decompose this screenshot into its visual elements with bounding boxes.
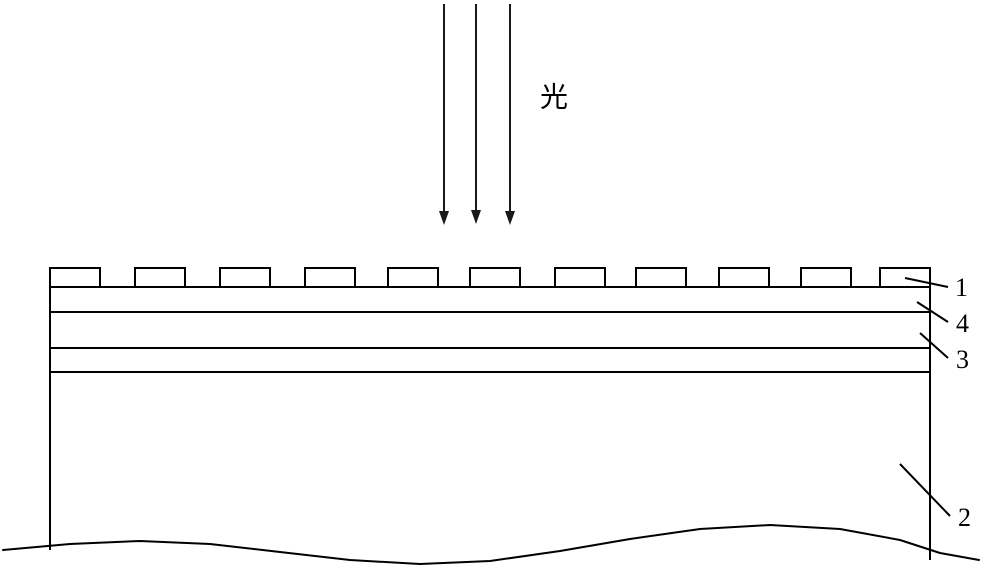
grating-block-1 (135, 268, 185, 287)
substrate-break-line (3, 525, 979, 564)
arrow-head-0 (439, 211, 449, 225)
break-line-path (3, 525, 979, 564)
grating-block-9 (801, 268, 851, 287)
light-label: 光 (540, 81, 568, 113)
grating-block-0 (50, 268, 100, 287)
arrow-head-1 (471, 210, 481, 224)
callout-label-2: 2 (958, 503, 971, 532)
grating-block-3 (305, 268, 355, 287)
grating-block-7 (636, 268, 686, 287)
leader-line-3 (920, 333, 948, 358)
cross-section-diagram: 光 1 4 3 2 (0, 0, 981, 588)
grating-block-10 (880, 268, 930, 287)
incident-light-arrows (439, 4, 515, 225)
callout-label-4: 4 (956, 309, 969, 338)
grating-block-5 (470, 268, 520, 287)
arrow-head-2 (505, 211, 515, 225)
grating-block-4 (388, 268, 438, 287)
callout-label-1: 1 (955, 273, 968, 302)
top-grating-blocks (50, 268, 930, 287)
grating-block-2 (220, 268, 270, 287)
leader-line-1 (905, 278, 948, 287)
grating-block-6 (555, 268, 605, 287)
leader-line-2 (900, 464, 950, 516)
callout-label-3: 3 (956, 345, 969, 374)
grating-block-8 (719, 268, 769, 287)
device-stack (50, 287, 930, 560)
